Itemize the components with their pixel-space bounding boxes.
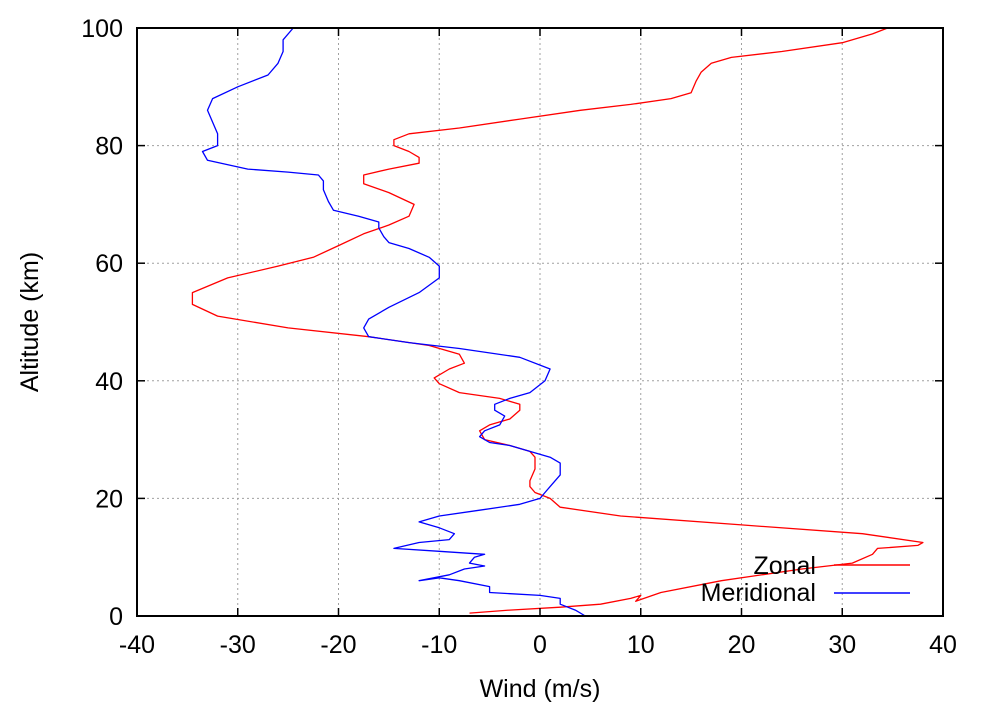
x-tick-label: -10: [421, 631, 457, 659]
x-axis-label: Wind (m/s): [480, 675, 601, 703]
y-axis-label: Altitude (km): [16, 252, 44, 392]
y-tick-label: 80: [95, 133, 123, 161]
y-tick-label: 60: [95, 250, 123, 278]
x-tick-label: 20: [728, 631, 756, 659]
y-tick-label: 20: [95, 485, 123, 513]
x-tick-label: 30: [828, 631, 856, 659]
series-line-zonal: [191, 27, 924, 614]
x-tick-label: -40: [119, 631, 155, 659]
legend-label-zonal: Zonal: [753, 552, 816, 580]
legend: Zonal Meridional: [701, 552, 910, 607]
axis-ticks: [136, 27, 944, 617]
y-tick-label: 100: [81, 15, 123, 43]
y-tick-label: 0: [109, 603, 123, 631]
x-tick-label: 10: [627, 631, 655, 659]
x-tick-label: -30: [220, 631, 256, 659]
x-tick-label: 40: [929, 631, 957, 659]
series-line-meridional: [201, 27, 586, 617]
tick-labels: -40 -30 -20 -10 0 10 20 30 40 0 20 40 60 80 100: [81, 15, 957, 659]
legend-label-meridional: Meridional: [701, 579, 816, 607]
x-tick-label: 0: [533, 631, 547, 659]
series-lines: [191, 27, 924, 617]
x-tick-label: -20: [320, 631, 356, 659]
grid-lines: [137, 28, 943, 616]
y-tick-label: 40: [95, 368, 123, 396]
